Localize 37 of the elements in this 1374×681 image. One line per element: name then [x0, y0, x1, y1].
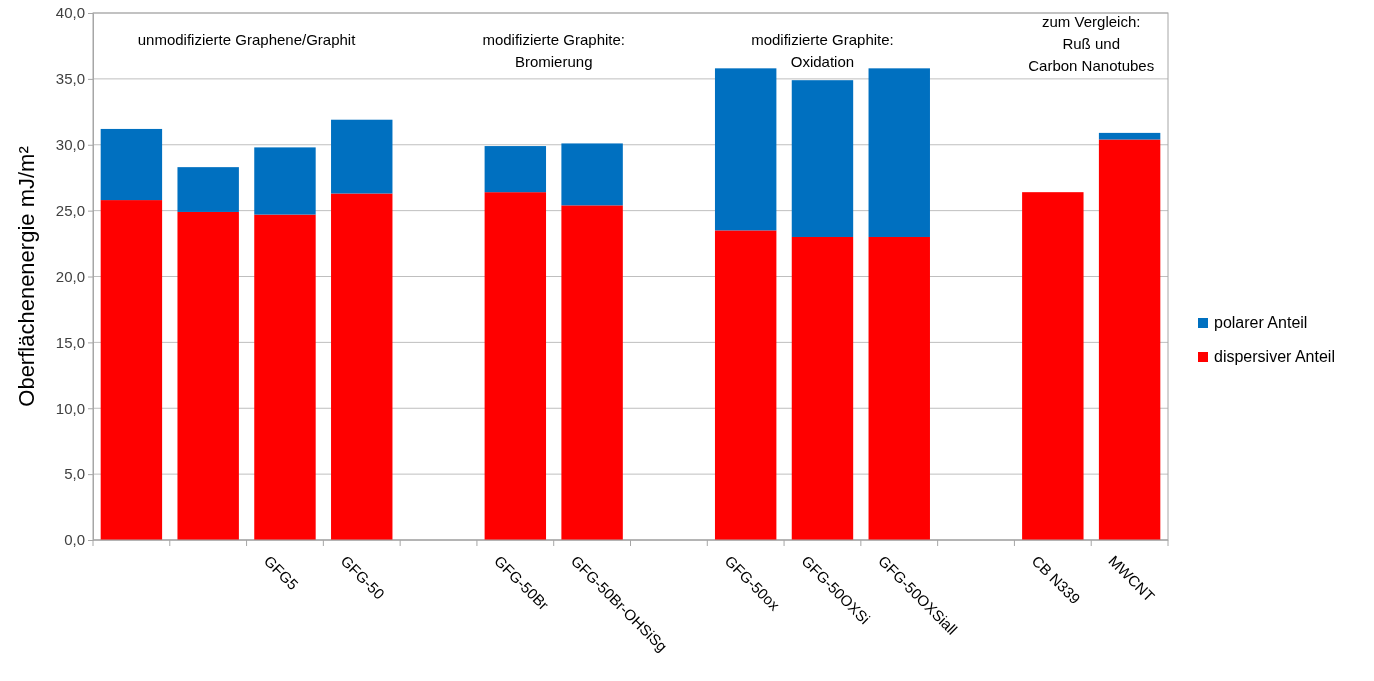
y-tick-label: 0,0: [64, 531, 85, 549]
annotation: modifizierte Graphite: Bromierung: [482, 31, 625, 70]
bar: [1022, 192, 1084, 540]
annotation: zum Vergleich: Ruß und Carbon Nanotubes: [1028, 13, 1155, 74]
y-tick-label: 5,0: [64, 465, 85, 483]
y-tick-label: 35,0: [55, 70, 85, 88]
bar: [177, 167, 239, 212]
bar: [791, 236, 854, 540]
bar: [484, 146, 547, 193]
y-tick-label: 25,0: [55, 201, 85, 219]
y-tick-label: 15,0: [55, 333, 85, 351]
y-tick-label: 40,0: [55, 4, 85, 22]
y-tick-label: 30,0: [55, 136, 85, 154]
legend-label: polarer Anteil: [1214, 314, 1308, 331]
bar: [1098, 139, 1161, 540]
bar: [100, 128, 163, 201]
y-tick-label: 10,0: [55, 399, 85, 417]
bar: [331, 193, 393, 540]
annotation: unmodifizierte Graphene/Graphit: [137, 31, 357, 48]
y-tick-label: 20,0: [55, 267, 85, 285]
annotation: modifizierte Graphite: Oxidation: [751, 31, 894, 70]
bar: [484, 192, 547, 540]
bar: [254, 147, 316, 215]
bar: [714, 68, 777, 231]
legend-label: dispersiver Anteil: [1214, 348, 1335, 365]
bar: [1098, 132, 1161, 140]
bar: [714, 230, 777, 540]
bar: [561, 143, 623, 206]
bar: [561, 205, 623, 540]
bar: [868, 68, 930, 237]
bar: [868, 236, 930, 540]
bar: [177, 211, 239, 540]
bar: [254, 214, 316, 540]
bar: [100, 200, 163, 540]
y-axis-title: Oberflächenenergie mJ/m²: [14, 146, 39, 407]
bar: [331, 119, 393, 194]
bar: [791, 80, 854, 237]
